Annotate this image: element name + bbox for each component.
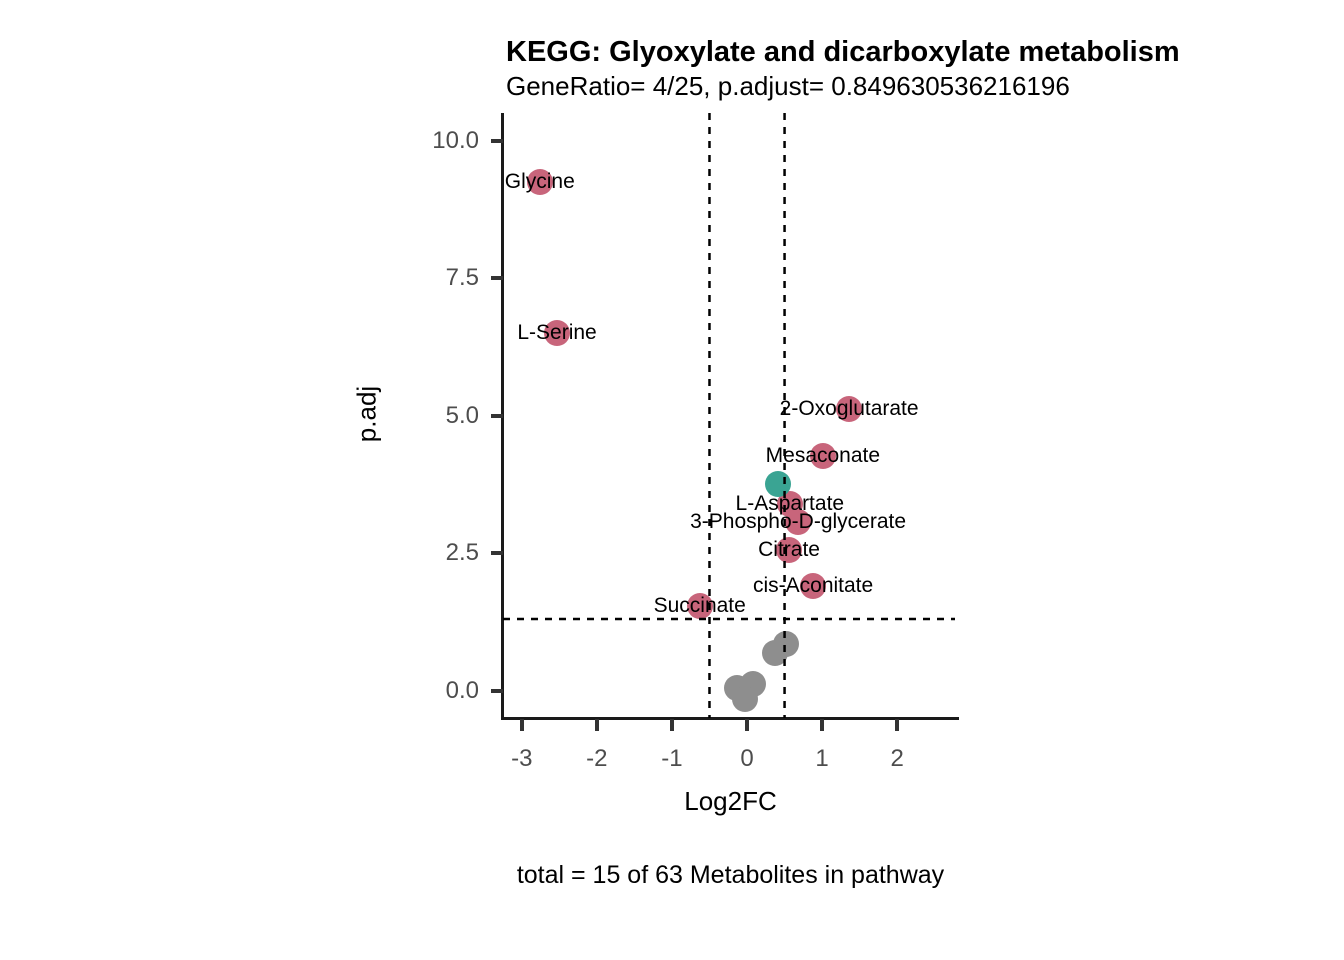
y-tick-mark-7.5 (491, 276, 503, 281)
x-tick-mark-1 (820, 719, 825, 731)
x-tick-label--3: -3 (511, 745, 533, 772)
point-label-2-oxoglutarate: 2-Oxoglutarate (779, 396, 919, 420)
x-axis-line (501, 717, 959, 720)
x-tick-mark--1 (669, 719, 674, 731)
x-tick-label-2: 2 (890, 745, 904, 772)
y-axis-title: p.adj (351, 385, 382, 443)
data-point-mesaconate (809, 443, 836, 470)
plot-title: KEGG: Glyoxylate and dicarboxylate metab… (506, 36, 1180, 68)
y-tick-mark-0.0 (491, 688, 503, 693)
x-axis-title: Log2FC (684, 786, 777, 816)
point-label-glycine: Glycine (504, 170, 575, 194)
y-tick-mark-10.0 (491, 139, 503, 144)
data-point-glycine (526, 169, 553, 196)
data-point-gray-5 (731, 685, 758, 712)
x-tick-mark-2 (895, 719, 900, 731)
data-point-2-oxoglutarate (836, 395, 863, 422)
point-label-succinate: Succinate (653, 594, 746, 618)
x-tick-mark-0 (745, 719, 750, 731)
y-tick-label-5.0: 5.0 (445, 401, 479, 429)
point-label-citrate: Citrate (758, 538, 820, 562)
point-label-mesaconate: Mesaconate (765, 444, 881, 468)
data-point-l-serine (544, 319, 571, 346)
plot-caption: total = 15 of 63 Metabolites in pathway (516, 861, 945, 889)
data-point-teal-1 (764, 471, 791, 498)
point-label-cis-aconitate: cis-Aconitate (752, 573, 874, 597)
x-tick-label-0: 0 (740, 745, 754, 772)
data-point-3-phospho-d-glycerate (785, 509, 812, 536)
y-tick-label-10.0: 10.0 (432, 127, 479, 155)
data-point-gray-2 (761, 639, 788, 666)
point-label-3-phospho-d-glycerate: 3-Phospho-D-glycerate (690, 510, 907, 534)
x-tick-label--1: -1 (661, 745, 683, 772)
data-point-cis-aconitate (800, 572, 827, 599)
x-tick-mark--3 (519, 719, 524, 731)
y-tick-label-2.5: 2.5 (445, 539, 479, 567)
x-tick-label-1: 1 (815, 745, 829, 772)
y-tick-mark-2.5 (491, 551, 503, 556)
y-tick-mark-5.0 (491, 413, 503, 418)
point-label-l-aspartate: L-Aspartate (735, 491, 845, 515)
plot-subtitle: GeneRatio= 4/25, p.adjust= 0.84963053621… (506, 71, 1070, 101)
y-tick-label-0.0: 0.0 (445, 676, 479, 704)
x-tick-label--2: -2 (586, 745, 608, 772)
data-point-citrate (776, 537, 803, 564)
y-tick-label-7.5: 7.5 (445, 264, 479, 292)
point-label-l-serine: L-Serine (517, 320, 597, 344)
x-tick-mark--2 (594, 719, 599, 731)
